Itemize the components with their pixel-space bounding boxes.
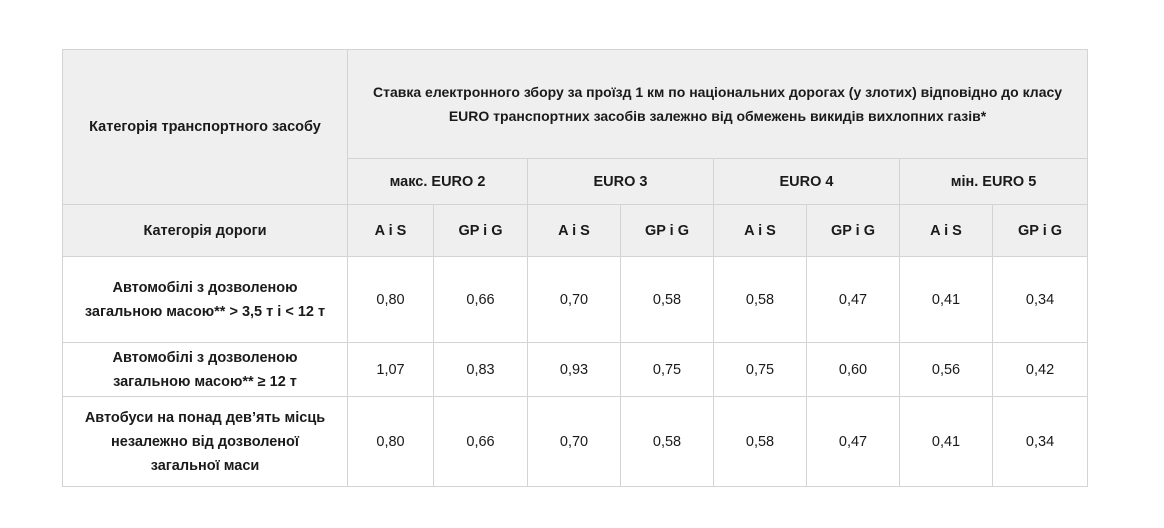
vehicle-category: Автомобілі з дозволеною загальною масою*… [62,342,348,397]
rate: 0,93 [527,342,621,397]
rate: 0,56 [899,342,993,397]
rate: 0,47 [806,396,900,487]
rate: 0,75 [620,342,714,397]
rate: 0,58 [620,396,714,487]
rate: 0,58 [713,256,807,343]
data-row: Автомобілі з дозволеною загальною масою*… [62,342,1089,397]
rate: 0,41 [899,256,993,343]
vehicle-category: Автомобілі з дозволеною загальною масою*… [62,256,348,343]
vehicle-category: Автобуси на понад дев’ять місць незалежн… [62,396,348,487]
euro-class: мін. EURO 5 [898,158,1089,205]
road-label: Категорія дороги [62,204,348,257]
rate: 0,41 [899,396,993,487]
rate: 0,70 [527,256,621,343]
rate: 0,34 [991,256,1089,343]
road-category: A i S [527,204,621,257]
road-category: GP i G [806,204,900,257]
data-row: Автобуси на понад дев’ять місць незалежн… [62,396,1089,487]
rate: 0,58 [713,396,807,487]
road-category: GP i G [991,204,1089,257]
class-row: макс. EURO 2 EURO 3 EURO 4 мін. EURO 5 [63,158,1089,205]
group-header: Ставка електронного збору за проїзд 1 км… [346,49,1089,159]
euro-class: макс. EURO 2 [347,158,528,205]
table-body: Категорія транспортного засобу Ставка ел… [62,49,1089,487]
rate: 0,80 [347,256,434,343]
toll-table: Категорія транспортного засобу Ставка ел… [62,49,1089,487]
euro-class: EURO 4 [713,158,900,205]
rate: 0,34 [991,396,1089,487]
rate: 0,60 [806,342,900,397]
road-category: GP i G [433,204,528,257]
rate: 0,66 [433,396,528,487]
rate: 0,42 [991,342,1089,397]
rate: 0,47 [806,256,900,343]
rate: 0,70 [527,396,621,487]
rate: 1,07 [347,342,434,397]
rate: 0,80 [347,396,434,487]
euro-class: EURO 3 [527,158,714,205]
road-category: GP i G [620,204,714,257]
corner-header: Категорія транспортного засобу [62,49,348,205]
rate: 0,58 [620,256,714,343]
data-row: Автомобілі з дозволеною загальною масою*… [62,256,1089,343]
road-category: A i S [347,204,434,257]
road-category: A i S [899,204,993,257]
rate: 0,75 [713,342,807,397]
rate: 0,66 [433,256,528,343]
header-row: Категорія транспортного засобу Ставка ел… [62,49,1089,205]
rate: 0,83 [433,342,528,397]
road-category: A i S [713,204,807,257]
